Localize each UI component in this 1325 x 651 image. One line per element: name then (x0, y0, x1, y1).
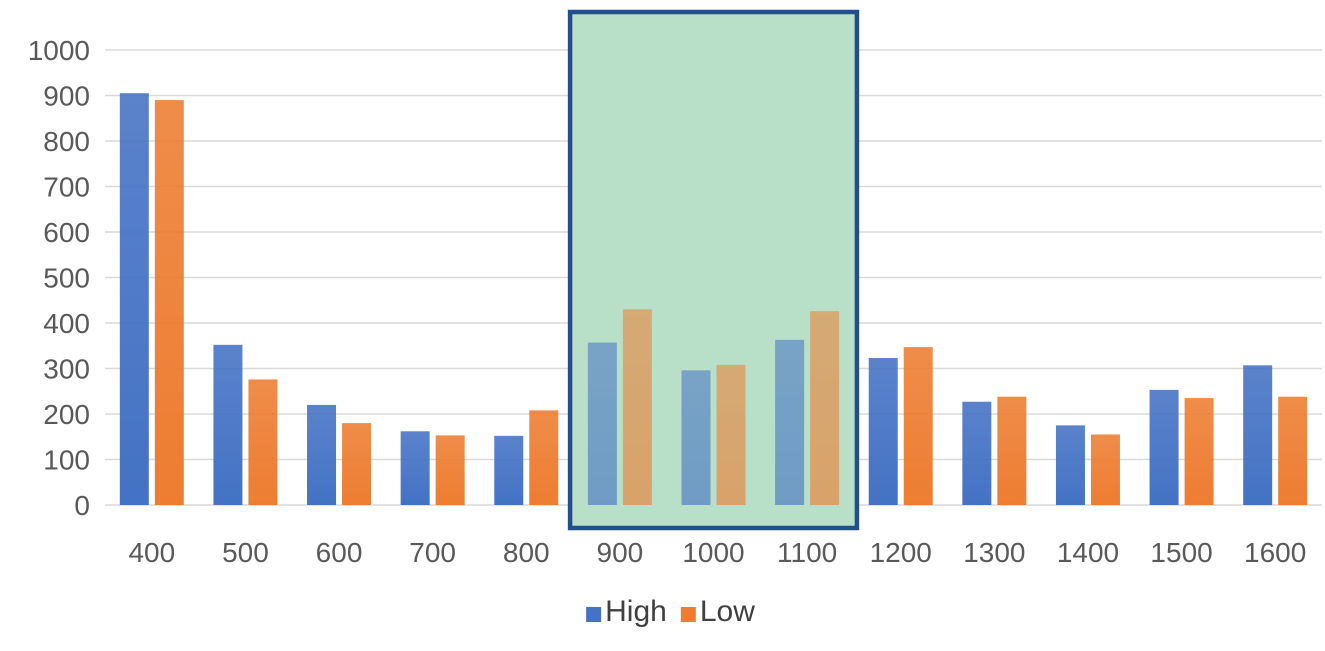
bar-high-500[interactable] (213, 344, 243, 505)
bar-high-1100[interactable] (775, 339, 805, 505)
x-tick-label: 1500 (1150, 537, 1212, 568)
x-tick-label: 500 (222, 537, 269, 568)
bar-high-900[interactable] (587, 342, 617, 505)
y-tick-label: 1000 (28, 35, 90, 66)
bar-low-600[interactable] (342, 423, 372, 505)
x-tick-label: 1200 (870, 537, 932, 568)
y-tick-label: 200 (43, 399, 90, 430)
x-tick-label: 1300 (963, 537, 1025, 568)
y-tick-label: 900 (43, 81, 90, 112)
bar-low-1000[interactable] (716, 364, 746, 505)
y-tick-label: 600 (43, 217, 90, 248)
bar-high-700[interactable] (400, 431, 430, 505)
bar-high-600[interactable] (307, 404, 337, 505)
bar-low-400[interactable] (154, 100, 184, 506)
highlight-overlay (567, 9, 860, 531)
highlight-border (567, 9, 860, 531)
x-tick-label: 600 (316, 537, 363, 568)
y-axis-ticks: 0 100 200 300 400 500 600 700 800 900 1000 (28, 35, 90, 521)
x-tick-label: 900 (597, 537, 644, 568)
x-axis-ticks: 400 500 600 700 800 900 1000 1100 1200 1300 1400 15… (128, 537, 1306, 568)
bar-low-1500[interactable] (1184, 398, 1214, 505)
bars (119, 93, 1308, 506)
y-tick-label: 400 (43, 308, 90, 339)
x-tick-label: 800 (503, 537, 550, 568)
bar-low-800[interactable] (529, 410, 559, 505)
bar-low-1600[interactable] (1278, 396, 1308, 505)
highlight-region (570, 12, 857, 528)
highlight-tint (570, 12, 857, 528)
x-tick-label: 1600 (1244, 537, 1306, 568)
highlight-fill (570, 12, 857, 528)
bar-low-700[interactable] (435, 435, 465, 505)
bar-low-1400[interactable] (1090, 434, 1120, 505)
bar-high-400[interactable] (119, 93, 149, 505)
bar-high-1300[interactable] (962, 401, 992, 505)
x-tick-label: 1400 (1057, 537, 1119, 568)
bar-low-500[interactable] (248, 379, 278, 505)
x-tick-label: 1000 (682, 537, 744, 568)
legend-swatch-low (680, 607, 696, 622)
bar-low-1200[interactable] (903, 347, 933, 505)
x-tick-label: 700 (409, 537, 456, 568)
bar-low-1100[interactable] (810, 311, 840, 505)
bar-high-800[interactable] (494, 435, 524, 505)
legend: High Low (586, 595, 755, 628)
y-tick-label: 500 (43, 263, 90, 294)
bar-high-1500[interactable] (1149, 389, 1179, 505)
y-tick-label: 100 (43, 445, 90, 476)
bar-low-900[interactable] (622, 309, 652, 505)
x-tick-label: 1100 (777, 537, 837, 568)
y-tick-label: 700 (43, 172, 90, 203)
legend-label-low: Low (700, 595, 755, 628)
x-tick-label: 400 (128, 537, 175, 568)
y-tick-label: 800 (43, 126, 90, 157)
legend-label-high: High (605, 595, 667, 628)
bar-high-1600[interactable] (1243, 365, 1273, 505)
y-tick-label: 0 (74, 490, 90, 521)
bar-high-1400[interactable] (1055, 425, 1085, 505)
y-tick-label: 300 (43, 354, 90, 385)
legend-swatch-high (586, 607, 602, 622)
bar-high-1200[interactable] (868, 358, 898, 505)
bar-high-1000[interactable] (681, 370, 711, 505)
bar-low-1300[interactable] (997, 396, 1027, 505)
